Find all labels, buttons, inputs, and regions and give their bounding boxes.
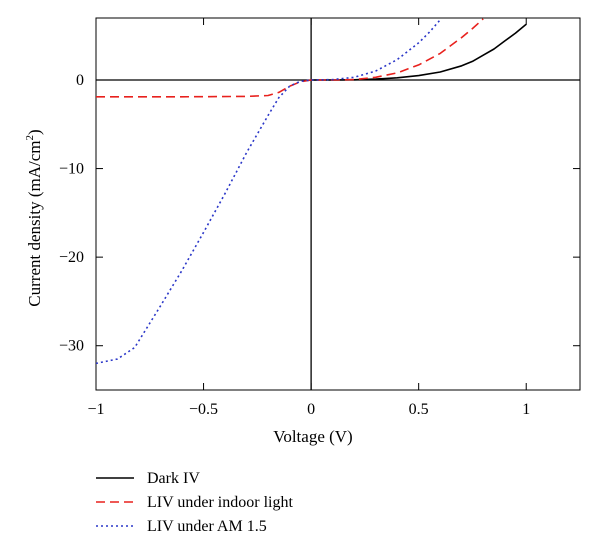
y-tick-label: −20 xyxy=(59,249,84,266)
series-line-2 xyxy=(96,18,484,98)
x-tick-label: 1 xyxy=(522,401,530,418)
y-axis-title-close: ) xyxy=(25,129,44,135)
x-axis-title: Voltage (V) xyxy=(273,427,352,446)
y-tick-label: 0 xyxy=(76,72,84,89)
x-tick-label: −0.5 xyxy=(189,401,218,418)
legend-label: LIV under indoor light xyxy=(147,494,293,511)
y-tick-label: −30 xyxy=(59,338,84,355)
y-tick-label: −10 xyxy=(59,161,84,178)
tick-labels: −1 −0.5 0 0.5 1 −30 −20 −10 0 xyxy=(59,72,530,418)
plot-frame xyxy=(95,17,581,391)
y-axis-title: Current density (mA/cm2) xyxy=(24,129,44,306)
x-tick-label: −1 xyxy=(87,401,104,418)
series-line-3 xyxy=(96,19,441,365)
x-tick-label: 0 xyxy=(307,401,315,418)
legend: Dark IV LIV under indoor light LIV under A… xyxy=(96,470,293,535)
series-lines xyxy=(96,18,527,365)
zero-lines xyxy=(96,18,580,390)
y-axis-title-superscript: 2 xyxy=(24,135,36,141)
axis-ticks xyxy=(95,18,580,390)
x-tick-label: 0.5 xyxy=(409,401,429,418)
legend-label: LIV under AM 1.5 xyxy=(147,518,267,535)
plot-area xyxy=(95,17,581,391)
y-axis-title-main: Current density (mA/cm xyxy=(25,140,44,306)
legend-label: Dark IV xyxy=(147,470,200,487)
series-line-1 xyxy=(311,23,527,81)
